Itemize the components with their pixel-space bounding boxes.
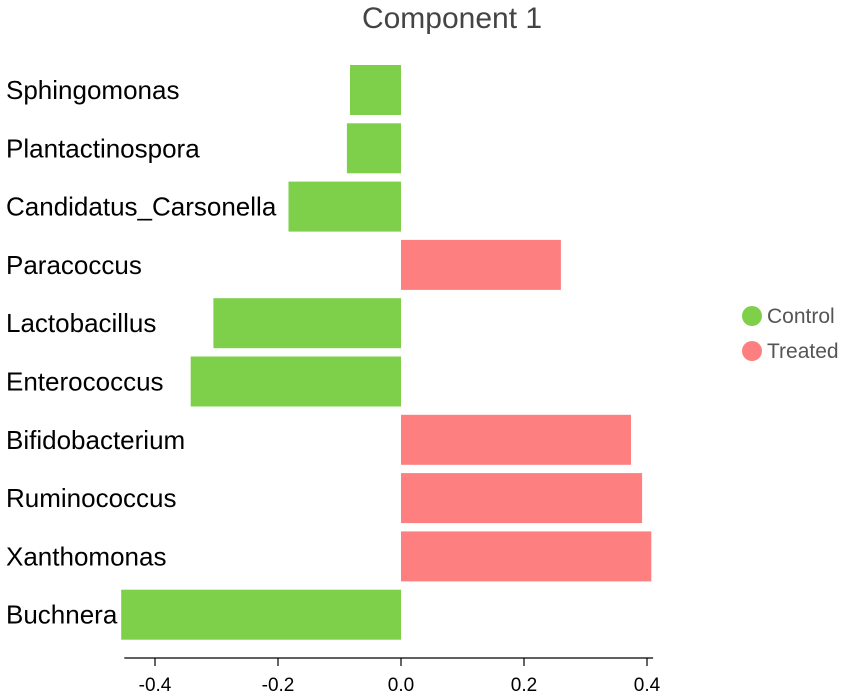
x-tick-label-1: -0.2 xyxy=(262,675,295,696)
category-label-paracoccus: Paracoccus xyxy=(6,250,142,280)
x-tick-label-4: 0.4 xyxy=(634,675,661,696)
bar-xanthomonas xyxy=(401,531,652,582)
x-tick-label-3: 0.2 xyxy=(511,675,537,696)
bar-ruminococcus xyxy=(401,473,643,524)
bars-layer xyxy=(121,65,652,640)
bar-buchnera xyxy=(121,589,401,640)
bar-paracoccus xyxy=(401,239,561,290)
legend-swatch-treated xyxy=(742,341,762,361)
bar-sphingomonas xyxy=(350,65,401,115)
category-labels: Sphingomonas Plantactinospora Candidatus_C… xyxy=(6,75,277,630)
legend-label-control: Control xyxy=(767,305,835,328)
bar-plantactinospora xyxy=(346,123,401,174)
x-axis: -0.4 -0.2 0.0 0.2 0.4 xyxy=(124,657,661,696)
legend-swatch-control xyxy=(742,306,762,326)
category-label-plantactinospora: Plantactinospora xyxy=(6,133,200,163)
bar-lactobacillus xyxy=(213,298,401,349)
category-label-buchnera: Buchnera xyxy=(6,600,118,630)
bar-candidatus-carsonella xyxy=(288,181,401,232)
bar-bifidobacterium xyxy=(401,414,631,465)
category-label-lactobacillus: Lactobacillus xyxy=(6,308,156,338)
chart-title: Component 1 xyxy=(362,2,542,35)
bar-enterococcus xyxy=(190,356,401,407)
category-label-bifidobacterium: Bifidobacterium xyxy=(6,425,185,455)
legend: Control Treated xyxy=(742,305,839,363)
legend-label-treated: Treated xyxy=(767,340,839,363)
category-label-ruminococcus: Ruminococcus xyxy=(6,483,177,513)
category-label-sphingomonas: Sphingomonas xyxy=(6,75,179,105)
category-label-candidatus-carsonella: Candidatus_Carsonella xyxy=(6,192,277,222)
x-tick-label-2: 0.0 xyxy=(388,675,414,696)
category-label-enterococcus: Enterococcus xyxy=(6,367,164,397)
x-tick-label-0: -0.4 xyxy=(139,675,172,696)
category-label-xanthomonas: Xanthomonas xyxy=(6,541,166,571)
